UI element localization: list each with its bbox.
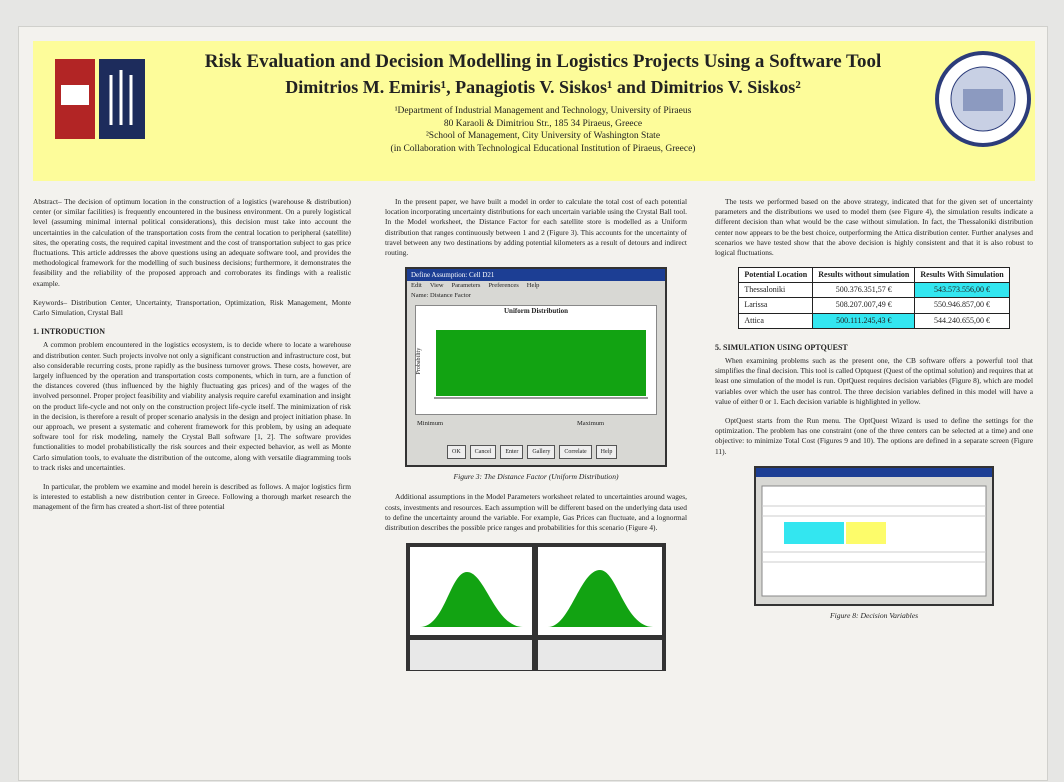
menu-item: Parameters [452,282,481,289]
uniform-plot [416,316,658,411]
header-cell: Results With Simulation [915,268,1009,283]
column-3: The tests we performed based on the abov… [715,197,1033,782]
menu: Edit View Parameters Preferences Help [407,281,665,291]
table-cell: 544.240.655,00 € [915,313,1009,328]
page: Risk Evaluation and Decision Modelling i… [0,0,1064,781]
menu-item: Edit [411,282,422,289]
header-cell: Results without simulation [813,268,915,283]
button: Correlate [559,445,591,459]
button: Gallery [527,445,555,459]
table-cell: 500.376.351,57 € [813,283,915,298]
header: Risk Evaluation and Decision Modelling i… [33,41,1035,181]
menu-item: Help [527,282,540,289]
figure-8-screen [754,466,994,606]
keywords: Keywords– Distribution Center, Uncertain… [33,298,351,318]
seal-logo [933,49,1033,149]
table-cell: Larissa [739,298,813,313]
button: Enter [500,445,523,459]
abstract: Abstract– The decision of optimum locati… [33,197,351,289]
minimum-label: Minimum [417,419,443,429]
column-2: In the present paper, we have built a mo… [385,197,687,782]
title: Risk Evaluation and Decision Modelling i… [163,51,923,73]
figure-caption: Figure 3: The Distance Factor (Uniform D… [385,472,687,482]
intro: A common problem encountered in the logi… [33,340,351,512]
table-cell: 550.946.857,00 € [915,298,1009,313]
paragraph: In the present paper, we have built a mo… [385,197,687,258]
paragraph: Additional assumptions in the Model Para… [385,492,687,533]
section-heading: 1. INTRODUCTION [33,327,351,337]
chart-title: Uniform Distribution [416,306,656,316]
paragraph: The tests we performed based on the abov… [715,197,1033,258]
window-title: Define Assumption: Cell D21 [407,269,665,281]
chart-panel: Uniform Distribution Probability [415,305,657,415]
menu-item: Preferences [488,282,518,289]
axis-label: Probability [414,348,424,375]
maximum-label: Maximum [577,419,604,429]
affiliation: ¹Department of Industrial Management and… [163,105,923,118]
column-1: Abstract– The decision of optimum locati… [33,197,351,782]
university-logo [51,55,151,150]
authors: Dimitrios M. Emiris¹, Panagiotis V. Sisk… [163,77,923,98]
paragraph: OptQuest starts from the Run menu. The O… [715,416,1033,457]
button: OK [447,445,466,459]
screenshot-window: Define Assumption: Cell D21 Edit View Para… [405,267,667,467]
button: Help [596,445,618,459]
paragraphs: When examining problems such as the pres… [715,356,1033,457]
table-cell: Thessaloniki [739,283,813,298]
button: Cancel [470,445,497,459]
table-cell: Attica [739,313,813,328]
table-cell: 543.573.556,00 € [915,283,1009,298]
menu-item: View [430,282,444,289]
affiliations: ¹Department of Industrial Management and… [163,105,923,155]
figure-caption: Figure 8: Decision Variables [715,611,1033,621]
affiliation: 80 Karaoli & Dimitriou Str., 185 34 Pira… [163,118,923,131]
header-cell: Potential Location [739,268,813,283]
table-cell: 500.111.245,43 € [813,313,915,328]
affiliation: (in Collaboration with Technological Edu… [163,143,923,156]
table-cell: 508.207.007,49 € [813,298,915,313]
figure-4-screens [405,542,667,672]
name-field: Name: Distance Factor [407,291,665,301]
paragraph: In particular, the problem we examine an… [33,482,351,513]
paragraph: A common problem encountered in the logi… [33,340,351,473]
poster: Risk Evaluation and Decision Modelling i… [18,26,1048,781]
paragraph: When examining problems such as the pres… [715,356,1033,407]
affiliation: ²School of Management, City University o… [163,130,923,143]
section-heading: 5. SIMULATION USING OPTQUEST [715,343,1033,353]
